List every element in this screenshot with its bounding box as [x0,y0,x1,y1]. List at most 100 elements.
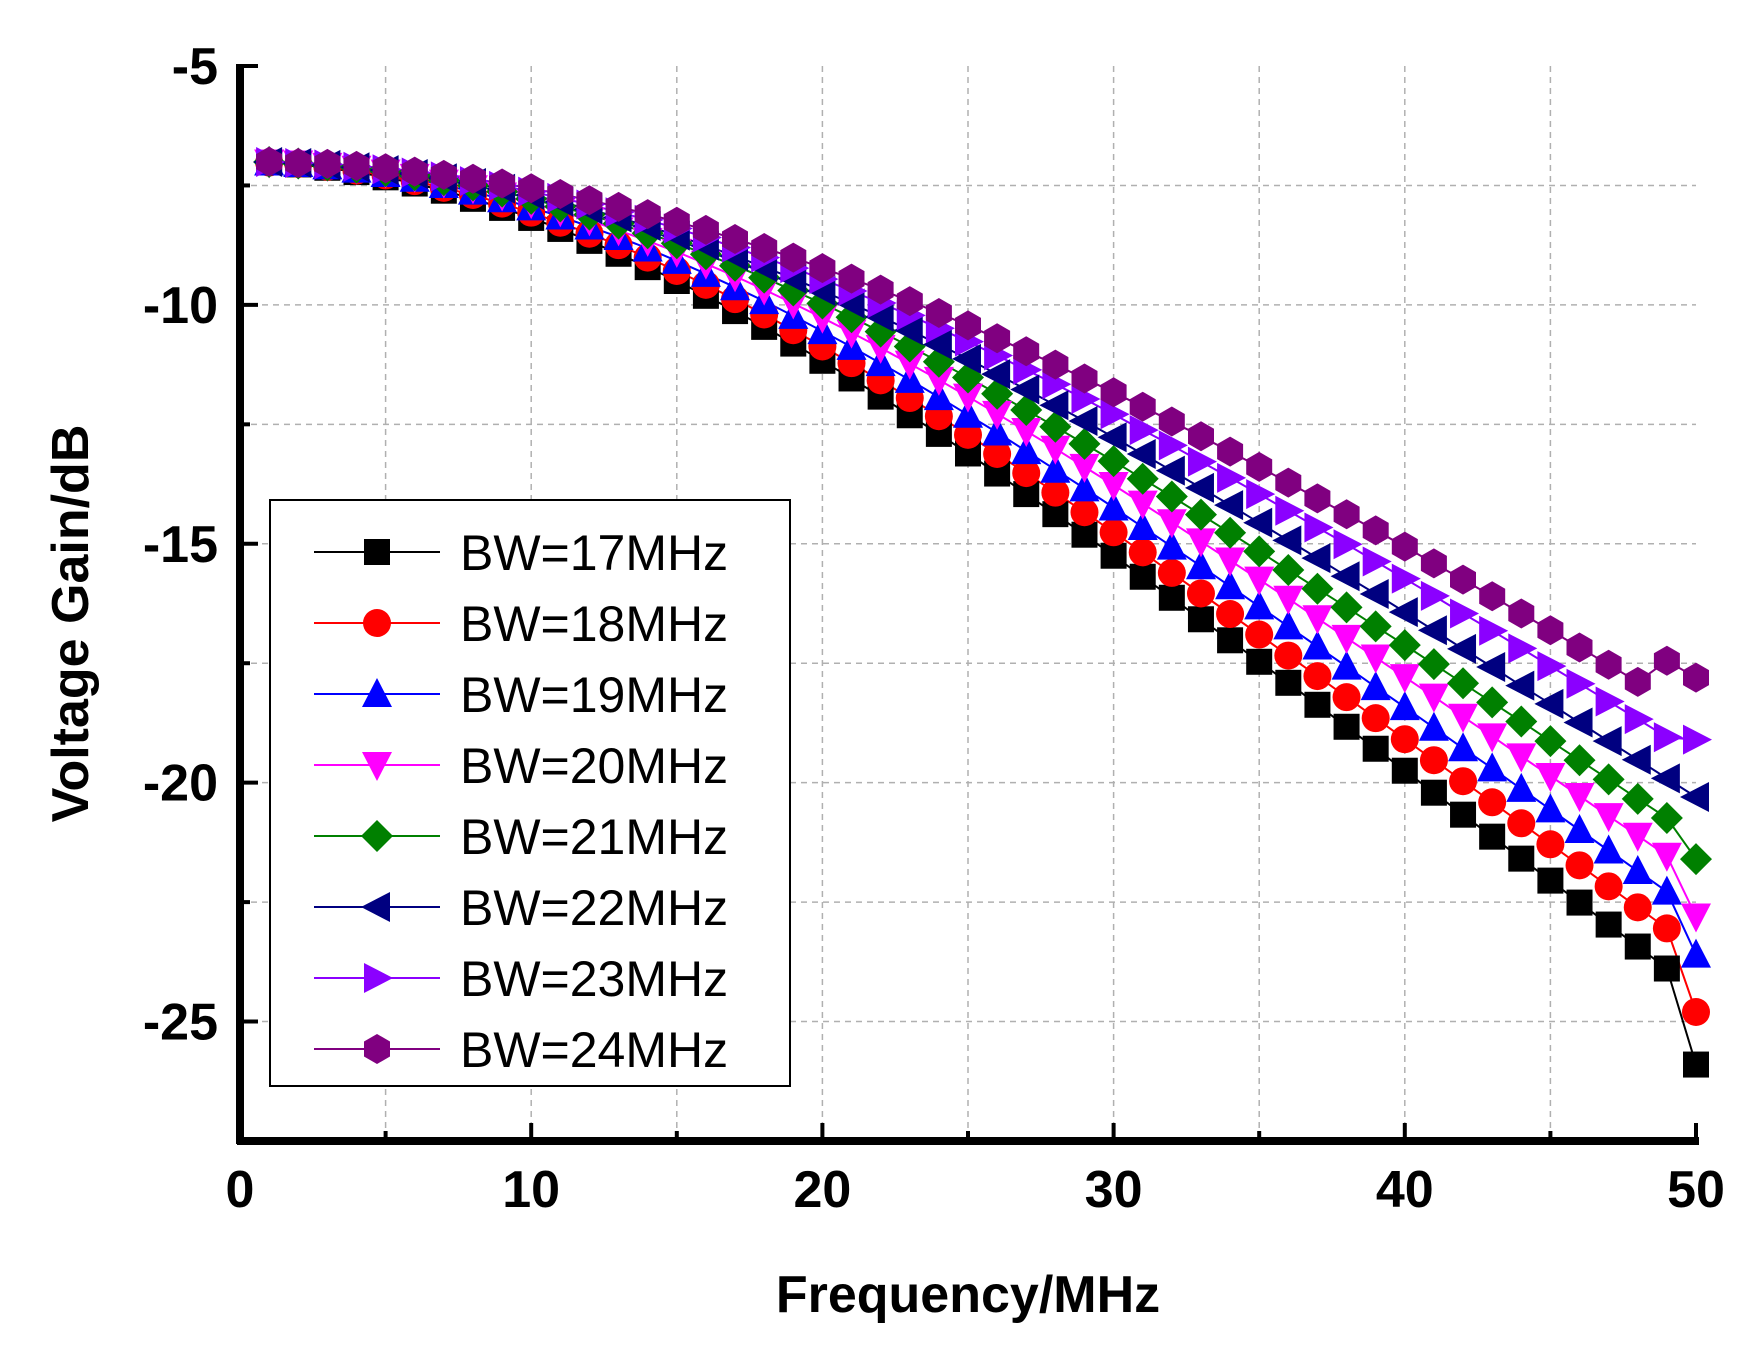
data-point [1391,757,1418,784]
data-point [1534,688,1564,719]
data-point [1359,610,1392,643]
data-point [1450,801,1477,828]
data-point [953,398,983,428]
data-point [1127,511,1158,541]
legend-label: BW=17MHz [460,525,728,581]
data-point [1244,590,1275,620]
data-point [1332,683,1361,712]
data-point [1217,627,1244,654]
data-point [1537,615,1564,646]
data-point [1010,394,1043,426]
data-point [1505,705,1538,738]
data-point [1680,843,1712,876]
data-point [1158,584,1185,611]
data-point [1126,462,1159,495]
data-point [1683,1051,1709,1078]
data-point [1071,384,1101,415]
data-point [1362,515,1389,546]
data-point [1535,793,1566,823]
data-point [1389,691,1420,721]
data-point [981,359,1011,390]
data-point [1391,531,1418,562]
series-markers [253,146,1712,1078]
data-point [1214,490,1244,521]
legend-label: BW=18MHz [460,596,728,652]
data-point [1420,548,1447,579]
data-point [1156,509,1187,539]
data-point [1566,889,1593,916]
data-point [953,383,983,413]
data-point [1389,664,1420,694]
data-point [1097,422,1127,453]
data-point [1129,415,1159,446]
data-point [1594,872,1623,901]
data-point [1683,662,1709,693]
legend-marker [364,963,393,993]
data-point [1100,542,1127,569]
data-point [314,148,341,179]
x-tick-label: 0 [226,1161,255,1219]
x-tick-label: 50 [1667,1161,1725,1219]
data-point [1592,726,1622,757]
data-point [1417,615,1447,646]
y-tick-label: -5 [172,38,218,96]
legend-marker [361,892,390,922]
data-point [867,274,894,305]
data-point [780,242,807,273]
data-point [1100,377,1127,408]
data-point [1505,670,1535,701]
data-point [1682,998,1710,1026]
data-point [1450,564,1476,595]
data-point [1447,633,1477,664]
data-point [1624,933,1651,960]
data-point [1272,554,1305,587]
data-point [1681,938,1711,968]
data-point [1418,683,1449,713]
data-point [1010,374,1040,405]
data-point [1624,704,1654,735]
data-point [1593,803,1624,833]
x-tick-label: 10 [502,1161,560,1219]
data-point [1071,363,1098,394]
data-point [1537,867,1564,894]
y-axis-title: Voltage Gain/dB [42,425,100,823]
data-point [1187,446,1217,477]
data-point [1476,686,1509,719]
data-point [285,148,312,178]
data-point [1246,451,1273,482]
data-point [1362,735,1389,762]
data-point [1013,336,1040,367]
data-point [1681,903,1711,933]
data-point [1155,480,1188,513]
data-point [984,323,1011,354]
x-tick-label: 20 [793,1161,851,1219]
data-point [1652,914,1681,943]
data-point [1155,455,1185,486]
legend-marker [364,1034,390,1064]
data-point [1419,746,1448,775]
data-point [1333,499,1360,530]
data-point [1653,722,1683,753]
y-tick-label: -15 [143,516,218,574]
data-point [1564,783,1595,813]
data-point [1333,529,1363,560]
data-point [1331,624,1362,654]
data-point [836,319,867,349]
data-point [1680,782,1709,812]
data-point [1304,691,1331,718]
data-point [1388,629,1421,662]
data-point [722,224,748,254]
data-point [925,298,952,328]
data-point [1302,630,1333,660]
legend-marker [364,539,390,565]
data-point [982,400,1013,430]
data-point [1039,410,1072,443]
data-point [1593,834,1624,864]
data-point [1450,598,1480,629]
data-point [1507,809,1536,838]
data-point [865,334,896,364]
data-point [838,263,865,294]
data-point [1097,445,1130,478]
data-point [1215,570,1246,600]
